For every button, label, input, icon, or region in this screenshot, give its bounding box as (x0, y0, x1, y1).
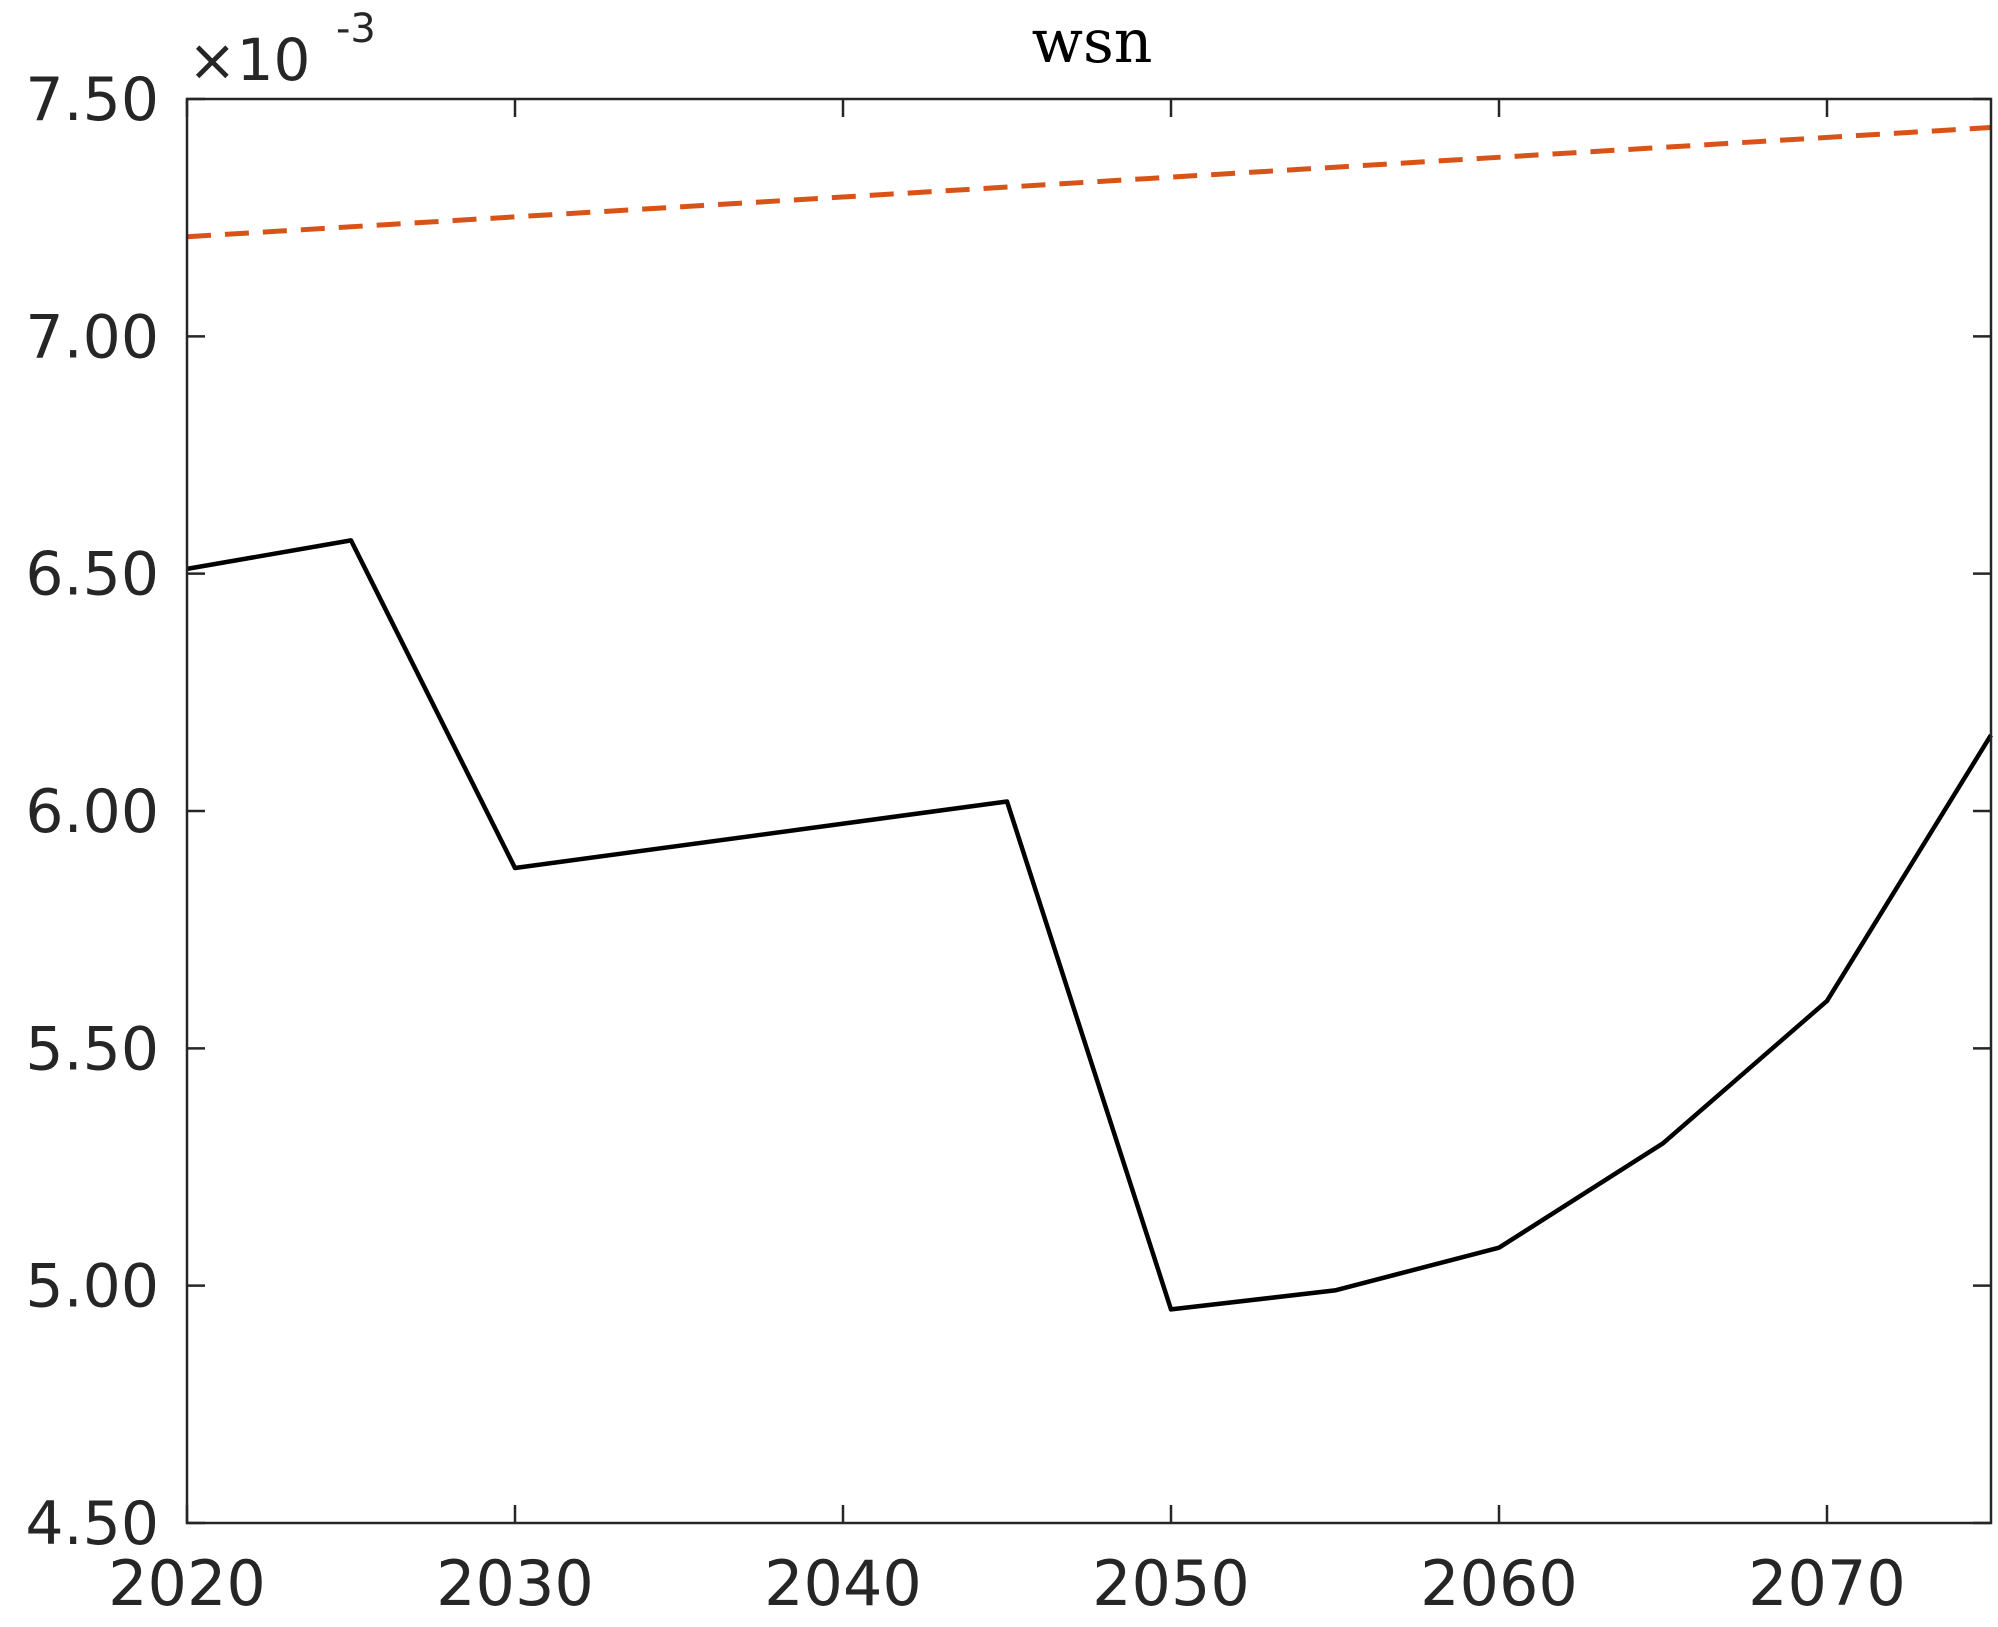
y-tick-label: 6.00 (25, 777, 159, 847)
y-tick-label: 4.50 (25, 1489, 159, 1559)
y-tick-label: 5.00 (25, 1252, 159, 1322)
y-axis-multiplier-exponent: -3 (336, 6, 376, 52)
x-axis-tick-labels: 2020 2030 2040 2050 2060 2070 (108, 1547, 1906, 1620)
x-tick-label: 2020 (108, 1547, 266, 1620)
x-tick-label: 2060 (1420, 1547, 1578, 1620)
series-layer (186, 125, 1993, 1312)
y-axis-multiplier-base: ×10 (188, 26, 310, 94)
x-tick-label: 2040 (764, 1547, 922, 1620)
series-line-solid (186, 538, 1993, 1312)
y-tick-label: 6.50 (25, 540, 159, 610)
x-axis-ticks (185, 99, 1829, 1523)
y-axis-ticks (187, 97, 1991, 1525)
x-tick-label: 2030 (436, 1547, 594, 1620)
y-tick-label: 7.00 (25, 302, 159, 372)
x-tick-label: 2050 (1092, 1547, 1250, 1620)
chart-title: wsn (1032, 7, 1153, 77)
y-axis-tick-labels: 4.50 5.00 5.50 6.00 6.50 7.00 7.50 (25, 65, 159, 1559)
series-line-dashed (186, 125, 1992, 240)
axes-frame (185, 97, 1993, 1525)
y-axis-multiplier: ×10 -3 (188, 6, 376, 94)
y-tick-label: 7.50 (25, 65, 159, 135)
y-tick-label: 5.50 (25, 1014, 159, 1084)
x-tick-label: 2070 (1748, 1547, 1906, 1620)
